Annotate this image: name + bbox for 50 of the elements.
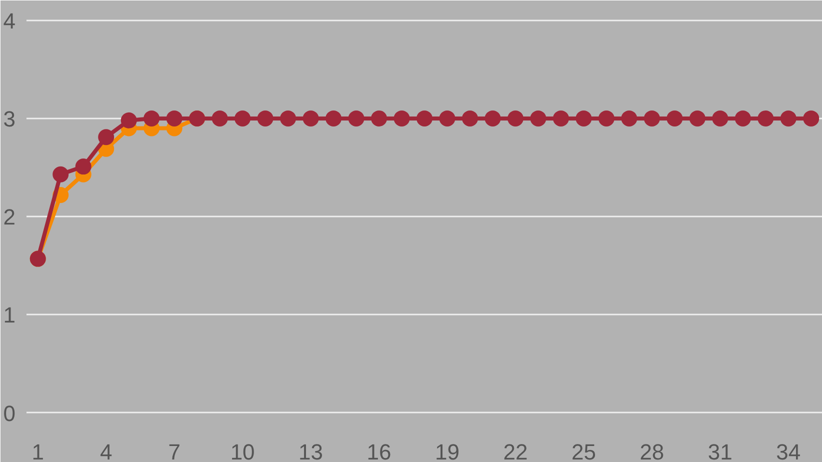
y-tick-label: 0	[3, 400, 16, 426]
x-tick-label: 10	[230, 440, 255, 462]
point	[416, 110, 432, 126]
point	[507, 110, 524, 126]
point	[120, 112, 137, 128]
x-tick-label: 4	[100, 440, 112, 462]
point	[689, 110, 706, 126]
point	[484, 110, 501, 126]
point	[98, 129, 114, 146]
point	[234, 110, 251, 126]
point	[576, 110, 592, 126]
point	[734, 110, 751, 126]
point	[326, 110, 342, 126]
point	[302, 110, 319, 126]
point	[780, 110, 796, 126]
y-tick-label: 1	[3, 302, 16, 328]
point	[257, 110, 274, 126]
point	[280, 110, 296, 126]
x-tick-label: 16	[366, 440, 392, 462]
point	[52, 166, 69, 182]
point	[371, 110, 388, 126]
point	[439, 110, 456, 126]
x-tick-label: 1	[32, 440, 44, 462]
point	[394, 110, 410, 126]
point	[803, 110, 820, 126]
point	[644, 110, 660, 126]
x-tick-label: 13	[298, 440, 324, 462]
x-tick-label: 34	[776, 440, 801, 462]
point	[530, 110, 546, 126]
point	[666, 110, 683, 126]
point	[75, 158, 92, 175]
point	[462, 110, 478, 126]
y-tick-label: 3	[3, 106, 16, 132]
point	[758, 110, 774, 126]
x-tick-label: 22	[503, 440, 528, 462]
point	[712, 110, 728, 126]
point	[166, 110, 182, 126]
point	[552, 110, 569, 126]
point	[598, 110, 614, 126]
point	[212, 110, 228, 126]
x-tick-label: 31	[708, 440, 732, 462]
point	[348, 110, 364, 126]
point	[621, 110, 638, 126]
y-tick-label: 2	[3, 204, 16, 230]
x-tick-label: 28	[640, 440, 664, 462]
x-tick-label: 7	[168, 440, 180, 462]
point	[144, 110, 160, 126]
y-tick-label: 4	[3, 8, 16, 34]
x-tick-label: 19	[435, 440, 460, 462]
x-tick-label: 25	[571, 440, 596, 462]
